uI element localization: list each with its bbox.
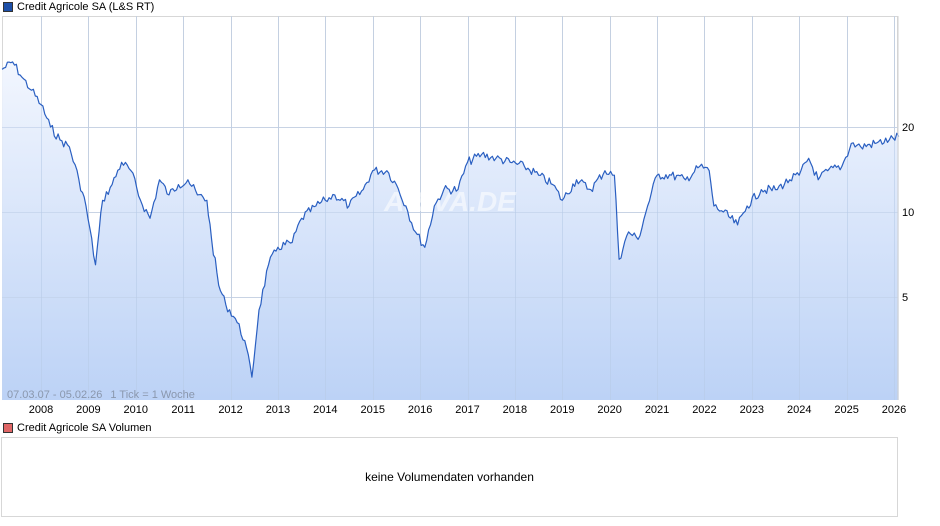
price-legend: Credit Agricole SA (L&S RT) bbox=[3, 0, 154, 14]
x-tick-label: 2013 bbox=[266, 404, 290, 416]
x-tick-label: 2009 bbox=[76, 404, 100, 416]
price-legend-label: Credit Agricole SA (L&S RT) bbox=[17, 1, 155, 13]
x-tick-label: 2018 bbox=[503, 404, 527, 416]
x-tick-label: 2011 bbox=[171, 404, 195, 416]
x-tick-label: 2021 bbox=[645, 404, 669, 416]
y-tick-label: 5 bbox=[902, 292, 908, 304]
x-tick-label: 2010 bbox=[124, 404, 148, 416]
x-axis-labels: 2008 2009 2010 2011 2012 2013 2014 2015 2016 2017… bbox=[29, 404, 906, 416]
y-axis-labels: 5 10 20 bbox=[902, 122, 914, 304]
price-line bbox=[1, 61, 900, 378]
no-volume-message: keine Volumendaten vorhanden bbox=[365, 470, 534, 484]
price-area-fill bbox=[2, 61, 899, 401]
x-tick-label: 2019 bbox=[550, 404, 574, 416]
volume-legend: Credit Agricole SA Volumen bbox=[3, 421, 152, 435]
x-tick-label: 2008 bbox=[29, 404, 53, 416]
gridlines-overlay bbox=[2, 16, 898, 400]
x-tick-label: 2015 bbox=[360, 404, 384, 416]
x-tick-label: 2025 bbox=[834, 404, 858, 416]
x-tick-label: 2016 bbox=[408, 404, 432, 416]
volume-chart-panel: keine Volumendaten vorhanden bbox=[1, 437, 898, 517]
x-tick-label: 2014 bbox=[313, 404, 337, 416]
y-tick-label: 10 bbox=[902, 207, 914, 219]
x-tick-label: 2012 bbox=[218, 404, 242, 416]
volume-legend-swatch bbox=[3, 423, 13, 433]
y-tick-label: 20 bbox=[902, 122, 914, 134]
x-tick-label: 2026 bbox=[882, 404, 906, 416]
date-range-label: 07.03.07 - 05.02.26 1 Tick = 1 Woche bbox=[7, 389, 195, 401]
x-tick-label: 2017 bbox=[455, 404, 479, 416]
x-tick-label: 2022 bbox=[692, 404, 716, 416]
price-legend-swatch bbox=[3, 2, 13, 12]
x-tick-label: 2024 bbox=[787, 404, 811, 416]
x-tick-label: 2020 bbox=[597, 404, 621, 416]
x-tick-label: 2023 bbox=[740, 404, 764, 416]
volume-legend-label: Credit Agricole SA Volumen bbox=[17, 422, 152, 434]
